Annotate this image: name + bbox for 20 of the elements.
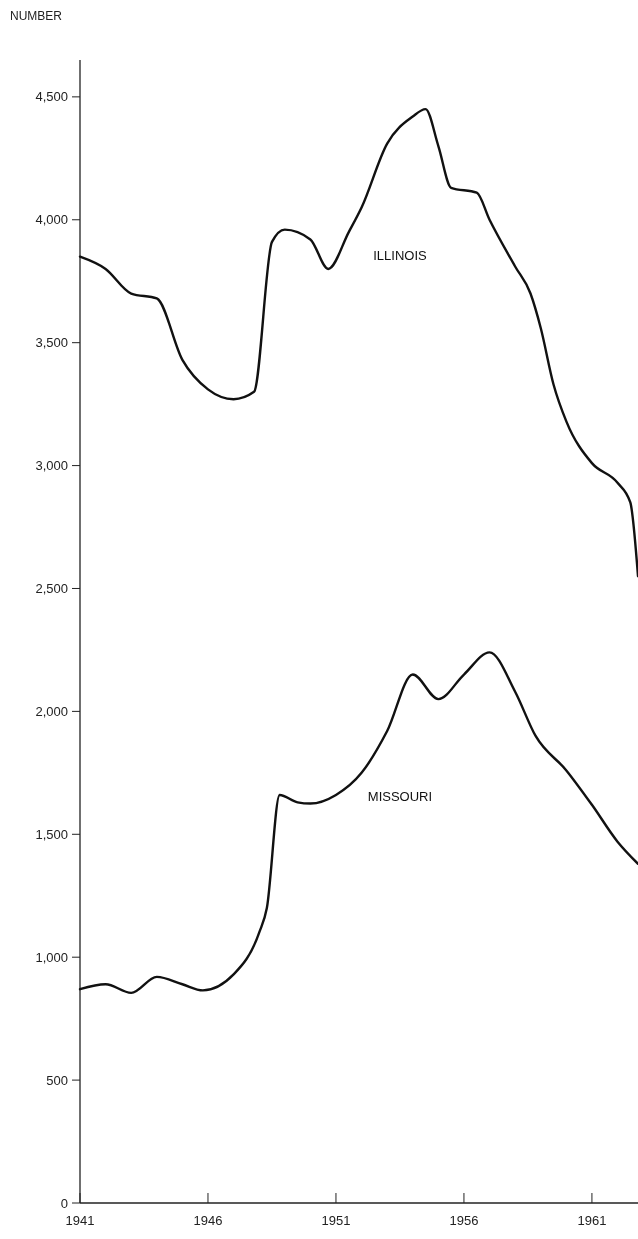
series-label: MISSOURI — [367, 788, 433, 804]
y-tick-label: 3,000 — [35, 458, 68, 474]
y-tick-label: 3,500 — [35, 335, 68, 351]
y-tick-label: 2,000 — [35, 703, 68, 719]
text: ILLINOIS — [373, 248, 428, 264]
x-tick-label: 1941 — [65, 1213, 95, 1228]
y-tick-label: 4,500 — [35, 89, 68, 105]
y-tick-label: 1,500 — [35, 826, 68, 842]
x-tick-label: 1951 — [321, 1213, 351, 1228]
y-tick-label: 500 — [46, 1072, 68, 1088]
y-tick-label: 0 — [60, 1195, 68, 1211]
y-tick-label: 4,000 — [35, 212, 68, 228]
line-series — [78, 107, 638, 578]
x-tick-label: 1956 — [449, 1213, 479, 1228]
line-series — [78, 651, 638, 995]
y-axis-title: NUMBER — [10, 9, 63, 23]
x-tick-label: 1946 — [193, 1213, 223, 1228]
x-tick-label: 1961 — [577, 1213, 607, 1228]
y-tick-label: 1,000 — [35, 949, 68, 965]
y-tick-label: 2,500 — [35, 581, 68, 597]
